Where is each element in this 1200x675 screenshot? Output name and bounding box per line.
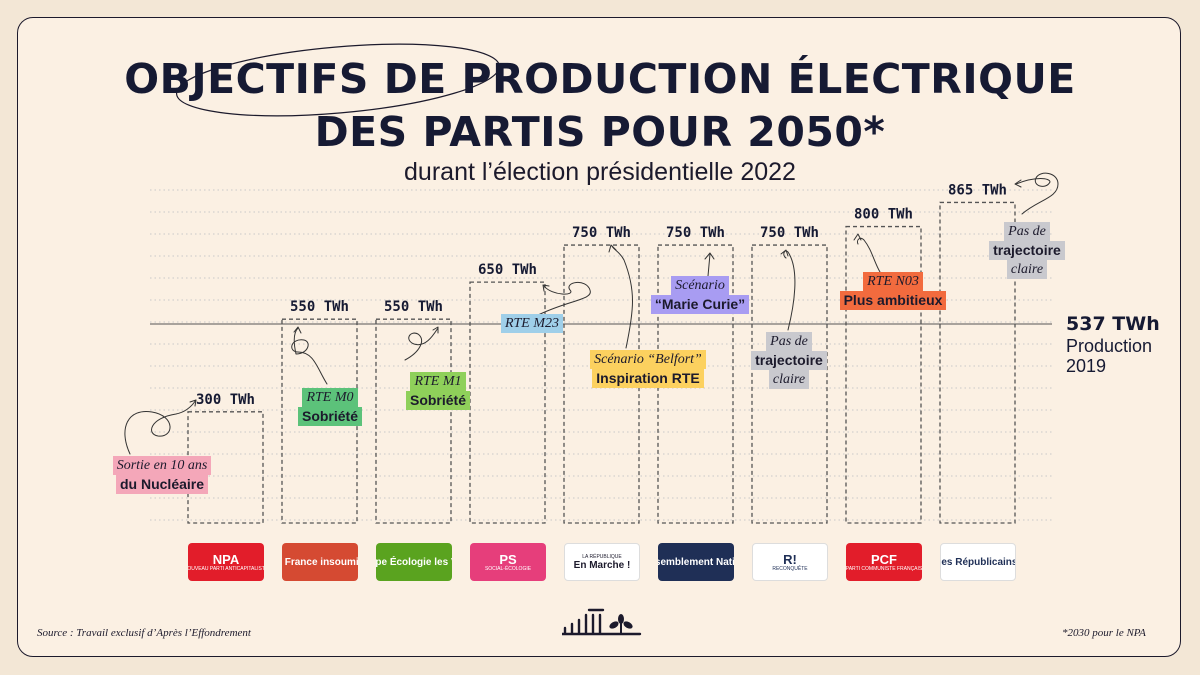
value-label-7: 750 TWh <box>760 225 819 241</box>
annotation-line: claire <box>768 370 810 389</box>
annotation-line: trajectoire <box>989 241 1065 260</box>
annotation-line: Sobriété <box>297 407 362 426</box>
bar-9 <box>939 201 1016 524</box>
party-logo-1: NPANOUVEAU PARTI ANTICAPITALISTE <box>188 543 264 581</box>
annotation-line: RTE M1 <box>410 372 466 391</box>
source-note: Source : Travail exclusif d’Après l’Effo… <box>37 627 251 639</box>
party-logo-4: PS SOCIAL-ÉCOLOGIE <box>470 543 546 581</box>
annotation-9: Pas de trajectoire claire <box>877 222 1177 279</box>
party-subtitle: RECONQUÊTE <box>772 565 808 572</box>
brand-logo <box>562 608 642 636</box>
annotation-5: Scénario “Belfort” Inspiration RTE <box>498 350 798 388</box>
title-line-2: DES PARTIS POUR 2050* <box>314 108 886 156</box>
party-name: NPA <box>212 551 240 567</box>
bar-3 <box>375 318 452 524</box>
party-logo-9: les Républicains <box>940 543 1016 581</box>
party-name: En Marche ! <box>573 559 631 571</box>
annotation-line: claire <box>1006 260 1048 279</box>
value-label-5: 750 TWh <box>572 225 631 241</box>
annotation-line: Scénario <box>671 276 729 295</box>
annotation-1: Sortie en 10 ans du Nucléaire <box>12 456 312 494</box>
value-label-8: 800 TWh <box>854 207 913 223</box>
party-name: les Républicains <box>940 556 1016 568</box>
party-name: La France insoumise <box>282 556 358 568</box>
party-subtitle: LA RÉPUBLIQUE <box>582 553 622 560</box>
annotation-6: Scénario “Marie Curie” <box>550 276 850 314</box>
annotation-line: Sortie en 10 ans <box>112 456 212 475</box>
party-subtitle: PARTI COMMUNISTE FRANÇAIS <box>846 565 922 572</box>
value-label-3: 550 TWh <box>384 299 443 315</box>
party-logo-5: LA RÉPUBLIQUE En Marche ! <box>564 543 640 581</box>
party-logo-6: Rassemblement National <box>658 543 734 581</box>
annotation-line: “Marie Curie” <box>650 295 750 314</box>
annotation-line: Pas de <box>1004 222 1050 241</box>
title-circle-decoration <box>175 43 501 117</box>
reference-caption-1: Production <box>1066 336 1153 356</box>
value-label-6: 750 TWh <box>666 225 725 241</box>
annotation-line: du Nucléaire <box>115 475 209 494</box>
annotation-arrows <box>124 172 1059 455</box>
annotation-2: RTE M0 Sobriété <box>180 388 480 426</box>
reference-value: 537 TWh <box>1066 313 1160 335</box>
party-subtitle: NOUVEAU PARTI ANTICAPITALISTE <box>188 565 264 572</box>
reference-label: 537 TWh Production 2019 <box>1066 312 1160 376</box>
bar-8 <box>845 225 922 524</box>
party-name: PS <box>499 551 517 567</box>
annotation-line: Inspiration RTE <box>592 369 704 388</box>
footnote: *2030 pour le NPA <box>1062 627 1146 639</box>
party-name: PCF <box>871 551 897 567</box>
annotation-line: Sobriété <box>405 391 470 410</box>
party-name: R! <box>783 551 797 567</box>
annotation-8: RTE N03 Plus ambitieux <box>743 272 1043 310</box>
annotation-line: RTE N03 <box>863 272 923 291</box>
annotation-line: Plus ambitieux <box>839 291 947 310</box>
annotation-3: RTE M1 Sobriété <box>288 372 588 410</box>
grid <box>150 189 1052 521</box>
annotation-line: Pas de <box>766 332 812 351</box>
value-label-1: 300 TWh <box>196 392 255 408</box>
party-name: Europe Écologie les Verts <box>376 556 452 568</box>
party-name: Rassemblement National <box>658 556 734 568</box>
party-logo-8: PCF PARTI COMMUNISTE FRANÇAIS <box>846 543 922 581</box>
value-label-4: 650 TWh <box>478 262 537 278</box>
party-logo-7: R! RECONQUÊTE <box>752 543 828 581</box>
party-logo-3: Europe Écologie les Verts <box>376 543 452 581</box>
title-line-1: OBJECTIFS DE PRODUCTION ÉLECTRIQUE <box>124 55 1076 103</box>
party-subtitle: SOCIAL-ÉCOLOGIE <box>484 565 532 572</box>
party-logo-2: La France insoumise <box>282 543 358 581</box>
bar-6 <box>657 244 734 524</box>
value-label-2: 550 TWh <box>290 299 349 315</box>
annotation-line: RTE M23 <box>500 314 564 333</box>
subtitle: durant l’élection présidentielle 2022 <box>404 158 796 186</box>
bar-7 <box>751 244 828 524</box>
bar-4 <box>469 281 546 524</box>
annotation-line: RTE M0 <box>302 388 358 407</box>
reference-caption-2: 2019 <box>1066 356 1107 376</box>
annotation-line: trajectoire <box>751 351 827 370</box>
annotation-4: RTE M23 <box>382 314 682 333</box>
annotation-7: Pas de trajectoire claire <box>639 332 939 389</box>
annotation-line: Scénario “Belfort” <box>590 350 706 369</box>
value-label-9: 865 TWh <box>948 182 1007 198</box>
